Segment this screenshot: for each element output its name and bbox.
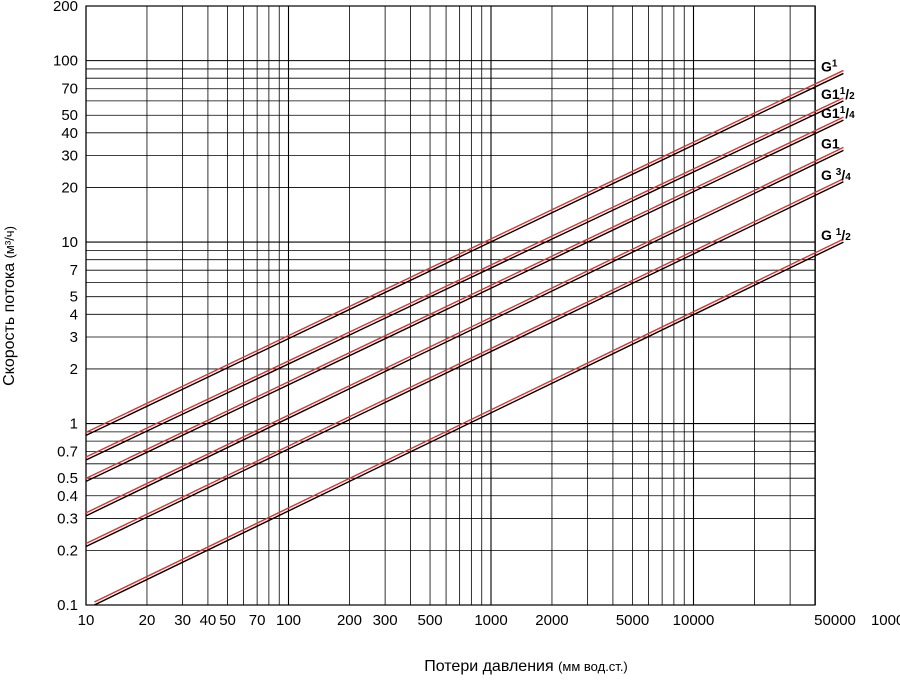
series-label-base: G [821,227,836,243]
series-line [85,181,844,548]
x-tick-label: 300 [373,612,398,629]
y-tick-label: 7 [70,262,78,279]
series-line-red [85,146,844,514]
y-tick-label: 4 [70,306,78,323]
series-label-numerator: 3 [836,167,842,178]
series-label-base: G1 [821,86,840,102]
series-label-numerator: 1 [836,227,842,238]
y-axis-title-text: Скорость потока [1,263,18,386]
y-tick-label: 3 [70,329,78,346]
y-tick-label: 2 [70,361,78,378]
x-axis-title-text: Потери давления [424,658,553,675]
y-tick-label: 70 [61,81,78,98]
series-label-base: G [821,58,832,74]
series-line [85,100,844,461]
x-tick-label: 2000 [535,612,568,629]
x-tick-label: 100 [276,612,301,629]
x-tick-label: 30 [174,612,191,629]
y-tick-label: 10 [61,234,78,251]
series-label-denominator: 2 [849,91,855,102]
x-tick-label: 40 [200,612,217,629]
x-tick-label: 500 [418,612,443,629]
y-tick-label: 100 [53,53,78,70]
series-label-slash: / [841,167,845,183]
y-tick-label: 0.7 [57,444,78,461]
y-tick-label: 0.4 [57,488,78,505]
series-line [85,149,844,517]
series-label-slash: / [845,105,849,121]
x-tick-label: 70 [249,612,266,629]
series-label-denominator: 4 [849,110,855,121]
y-axis-unit: (м³/ч) [2,226,17,258]
y-tick-label: 0.1 [57,597,78,614]
series-label-numerator: 1 [840,105,846,116]
series-line-red [94,238,844,603]
series-line [94,241,844,606]
series-label-base: G [821,167,836,183]
series-label: G11/2 [821,86,855,102]
plot-frame [85,5,816,606]
x-tick-label: 100000 [871,612,900,629]
series-line-red [85,178,844,545]
y-tick-label: 200 [53,0,78,15]
series-line [85,72,844,437]
series-line-red [85,97,844,458]
series-label-denominator: 4 [845,172,851,183]
x-tick-label: 20 [139,612,156,629]
series-label: G 3/4 [821,167,851,183]
y-tick-label: 0.3 [57,510,78,527]
series-line-red [85,69,844,434]
y-tick-label: 30 [61,148,78,165]
x-tick-labels: 10 20 30 40 50 70 100 200 300 500 1000 2000 5000 1000… [78,612,900,629]
series-label-denominator: 2 [845,232,851,243]
series-label: G1 [821,58,838,74]
x-tick-label: 1000 [474,612,507,629]
y-tick-label: 0.5 [57,470,78,487]
series-label: G 1/2 [821,227,851,243]
series-label: G1 [821,135,840,151]
x-axis-title: Потери давления (мм вод.ст.) [424,658,628,675]
x-axis-unit: (мм вод.ст.) [558,659,628,674]
series-label: G11/4 [821,105,855,121]
y-tick-label: 5 [70,289,78,306]
y-tick-label: 1 [70,416,78,433]
x-tick-label: 50000 [814,612,856,629]
y-tick-label: 20 [61,179,78,196]
series-label-slash: / [845,86,849,102]
y-tick-label: 0.2 [57,542,78,559]
series-label-numerator: 1 [832,58,838,69]
series-label-slash: / [841,227,845,243]
x-tick-label: 10000 [673,612,715,629]
y-tick-label: 50 [61,107,78,124]
x-tick-label: 50 [219,612,236,629]
y-tick-label: 40 [61,125,78,142]
x-tick-label: 10 [78,612,95,629]
x-tick-label: 5000 [616,612,649,629]
series-label-base: G1 [821,105,840,121]
x-tick-label: 200 [337,612,362,629]
series-label-numerator: 1 [840,86,846,97]
y-axis-title: Скорость потока (м³/ч) [1,226,18,386]
series-line [85,119,844,483]
series-line-red [85,116,844,480]
series-lines [85,69,844,606]
